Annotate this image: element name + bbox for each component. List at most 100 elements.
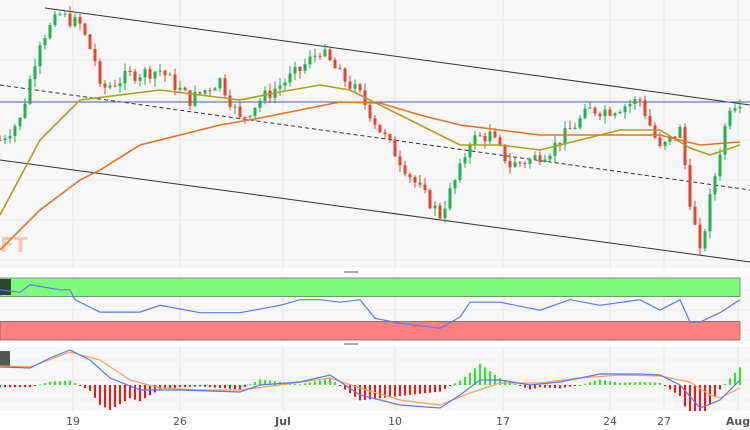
candle-body: [493, 131, 497, 138]
macd-histogram-bar: [0, 385, 1, 388]
macd-histogram-bar: [704, 385, 706, 417]
macd-histogram-bar: [594, 380, 596, 385]
candle-body: [388, 134, 392, 140]
candle-body: [323, 49, 327, 57]
macd-histogram-bar: [689, 385, 691, 417]
candle-body: [433, 205, 437, 209]
macd-histogram-bar: [59, 381, 61, 385]
candle-body: [663, 141, 667, 147]
x-tick-label: 19: [66, 415, 80, 428]
candle-body: [413, 177, 417, 183]
macd-histogram-bar: [104, 385, 106, 408]
x-tick-label: 27: [657, 415, 671, 428]
candle-body: [258, 100, 262, 108]
macd-histogram-bar: [184, 385, 186, 388]
macd-histogram-bar: [84, 385, 86, 389]
candle-body: [53, 14, 57, 26]
rsi-panel: [0, 277, 741, 341]
candle-body: [733, 108, 737, 111]
panel-divider[interactable]: [0, 268, 750, 276]
macd-histogram-bar: [674, 385, 676, 393]
resize-handle[interactable]: [344, 343, 358, 345]
macd-histogram-bar: [489, 371, 491, 385]
macd-histogram-bar: [459, 380, 461, 385]
resize-handle[interactable]: [344, 271, 358, 273]
macd-histogram-bar: [179, 385, 181, 388]
candle-body: [468, 145, 472, 158]
candle-body: [583, 108, 587, 119]
candle-body: [303, 64, 307, 71]
macd-histogram-bar: [139, 385, 141, 402]
candle-body: [628, 103, 632, 107]
macd-histogram-bar: [74, 383, 76, 385]
macd-histogram-bar: [484, 367, 486, 385]
macd-histogram-bar: [354, 385, 356, 397]
macd-histogram-bar: [214, 385, 216, 388]
candle-body: [483, 135, 487, 142]
macd-histogram-bar: [734, 372, 736, 385]
macd-signal-line: [0, 351, 741, 406]
macd-histogram-bar: [429, 385, 431, 393]
macd-histogram-bar: [634, 381, 636, 385]
candle-body: [328, 49, 332, 61]
moving-average-orange: [0, 101, 741, 251]
candle-body: [243, 116, 247, 118]
macd-histogram-bar: [589, 382, 591, 385]
macd-histogram-bar: [624, 382, 626, 385]
macd-histogram-bar: [694, 385, 696, 423]
candle-body: [578, 118, 582, 128]
candle-body: [723, 126, 727, 155]
candle-body: [123, 70, 127, 84]
x-tick-label: 10: [388, 415, 402, 428]
macd-histogram-bar: [519, 385, 521, 386]
macd-histogram-bar: [339, 385, 341, 386]
macd-histogram-bar: [639, 381, 641, 385]
candle-body: [183, 87, 187, 91]
candle-body: [693, 206, 697, 225]
macd-histogram-bar: [129, 385, 131, 399]
candle-body: [288, 73, 292, 83]
candle-body: [393, 139, 397, 157]
macd-histogram-bar: [329, 378, 331, 385]
candle-body: [228, 95, 232, 107]
candle-body: [3, 138, 7, 141]
candle-body: [143, 69, 147, 78]
macd-histogram-bar: [599, 379, 601, 385]
candle-body: [218, 78, 222, 89]
macd-histogram-bar: [414, 385, 416, 395]
candle-body: [348, 81, 352, 89]
candle-body: [298, 66, 302, 71]
candle-body: [278, 85, 282, 89]
candle-body: [478, 135, 482, 137]
macd-histogram-bar: [549, 385, 551, 388]
candle-body: [173, 74, 177, 90]
candle-body: [153, 71, 157, 79]
macd-histogram-bar: [404, 385, 406, 396]
candle-body: [418, 182, 422, 185]
macd-histogram-bar: [564, 385, 566, 388]
macd-histogram-bar: [234, 385, 236, 390]
macd-histogram-bar: [309, 382, 311, 385]
candle-body: [158, 70, 162, 72]
candle-body: [368, 104, 372, 119]
macd-histogram-bar: [159, 385, 161, 390]
macd-histogram-bar: [209, 385, 211, 388]
macd-histogram-bar: [449, 385, 451, 387]
macd-histogram-bar: [424, 385, 426, 394]
candle-body: [63, 13, 67, 15]
macd-histogram-bar: [669, 385, 671, 390]
macd-histogram-bar: [54, 381, 56, 385]
oversold-zone: [0, 321, 741, 341]
panel-divider[interactable]: [0, 341, 750, 347]
macd-histogram-bar: [644, 381, 646, 385]
candle-body: [738, 106, 742, 109]
candle-body: [318, 55, 322, 57]
candle-body: [233, 106, 237, 108]
x-tick-label: Jul: [274, 415, 291, 428]
macd-histogram-bar: [299, 384, 301, 386]
macd-histogram-bar: [204, 385, 206, 387]
macd-histogram-bar: [4, 385, 6, 388]
macd-histogram-bar: [49, 381, 51, 385]
candle-body: [43, 38, 47, 46]
macd-histogram-bar: [554, 385, 556, 389]
